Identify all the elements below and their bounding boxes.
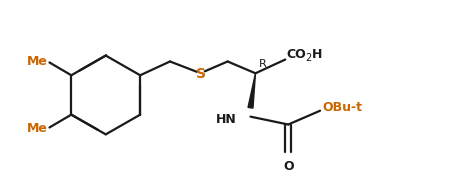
Text: CO: CO: [286, 48, 306, 61]
Text: 2: 2: [305, 53, 311, 63]
Text: R: R: [259, 59, 266, 69]
Text: O: O: [283, 160, 294, 173]
Text: Me: Me: [27, 122, 48, 135]
Text: Me: Me: [27, 55, 48, 68]
Polygon shape: [248, 73, 255, 108]
Text: S: S: [196, 67, 206, 81]
Text: HN: HN: [216, 113, 236, 126]
Text: H: H: [312, 48, 323, 61]
Text: OBu-t: OBu-t: [322, 101, 362, 114]
